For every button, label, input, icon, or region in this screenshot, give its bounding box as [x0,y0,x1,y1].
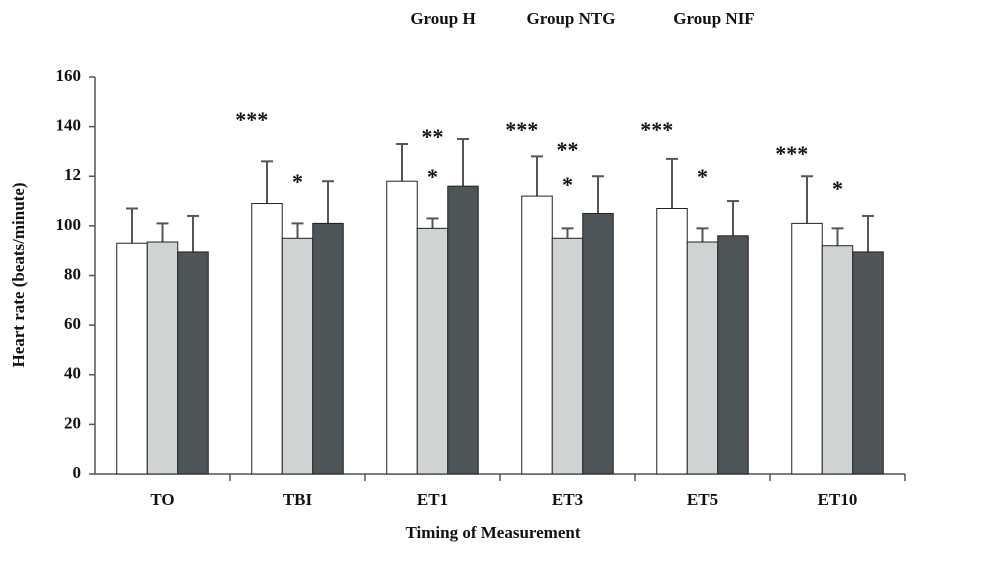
x-axis-label: Timing of Measurement [405,523,580,542]
legend-label: Group NIF [673,9,754,28]
x-tick-label: ET1 [417,490,448,509]
bar [686,241,719,475]
x-tick-label: ET10 [818,490,858,509]
bar [852,251,884,475]
x-tick-label: ET5 [687,490,718,509]
x-tick-label: TBI [283,490,313,509]
bar [177,251,209,475]
y-axis-label: Heart rate (beats/minute) [9,182,28,367]
y-tick-label: 140 [56,116,82,135]
bar [521,195,553,475]
bar [416,227,449,475]
significance-label: * [832,176,843,201]
bar [656,208,688,475]
significance-label: *** [640,117,673,142]
bar [791,222,823,475]
y-tick-label: 20 [64,413,81,432]
x-tick-label: TO [150,490,174,509]
y-tick-label: 80 [64,264,81,283]
y-tick-label: 160 [56,66,82,85]
significance-label: * [562,172,573,197]
bar [582,212,614,475]
significance-label: * [292,169,303,194]
bar [251,203,283,475]
significance-label: *** [775,141,808,166]
bar [717,235,749,475]
significance-label: *** [505,117,538,142]
y-tick-label: 12 [64,165,81,184]
y-tick-label: 60 [64,314,81,333]
y-tick-label: 0 [73,463,82,482]
significance-label: * [427,164,438,189]
legend-label: Group H [410,9,475,28]
y-tick-label: 40 [64,364,81,383]
legend-label: Group NTG [527,9,616,28]
bar [821,245,854,475]
bar [146,241,179,475]
bar [551,237,584,475]
significance-label: ** [557,137,579,162]
bar [447,185,479,475]
significance-label: ** [422,124,444,149]
bar [386,180,418,475]
significance-label: *** [235,107,268,132]
significance-label: * [697,164,708,189]
bar [312,222,344,475]
x-tick-label: ET3 [552,490,583,509]
y-tick-label: 100 [56,215,82,234]
bar [281,237,314,475]
bar [116,242,148,475]
